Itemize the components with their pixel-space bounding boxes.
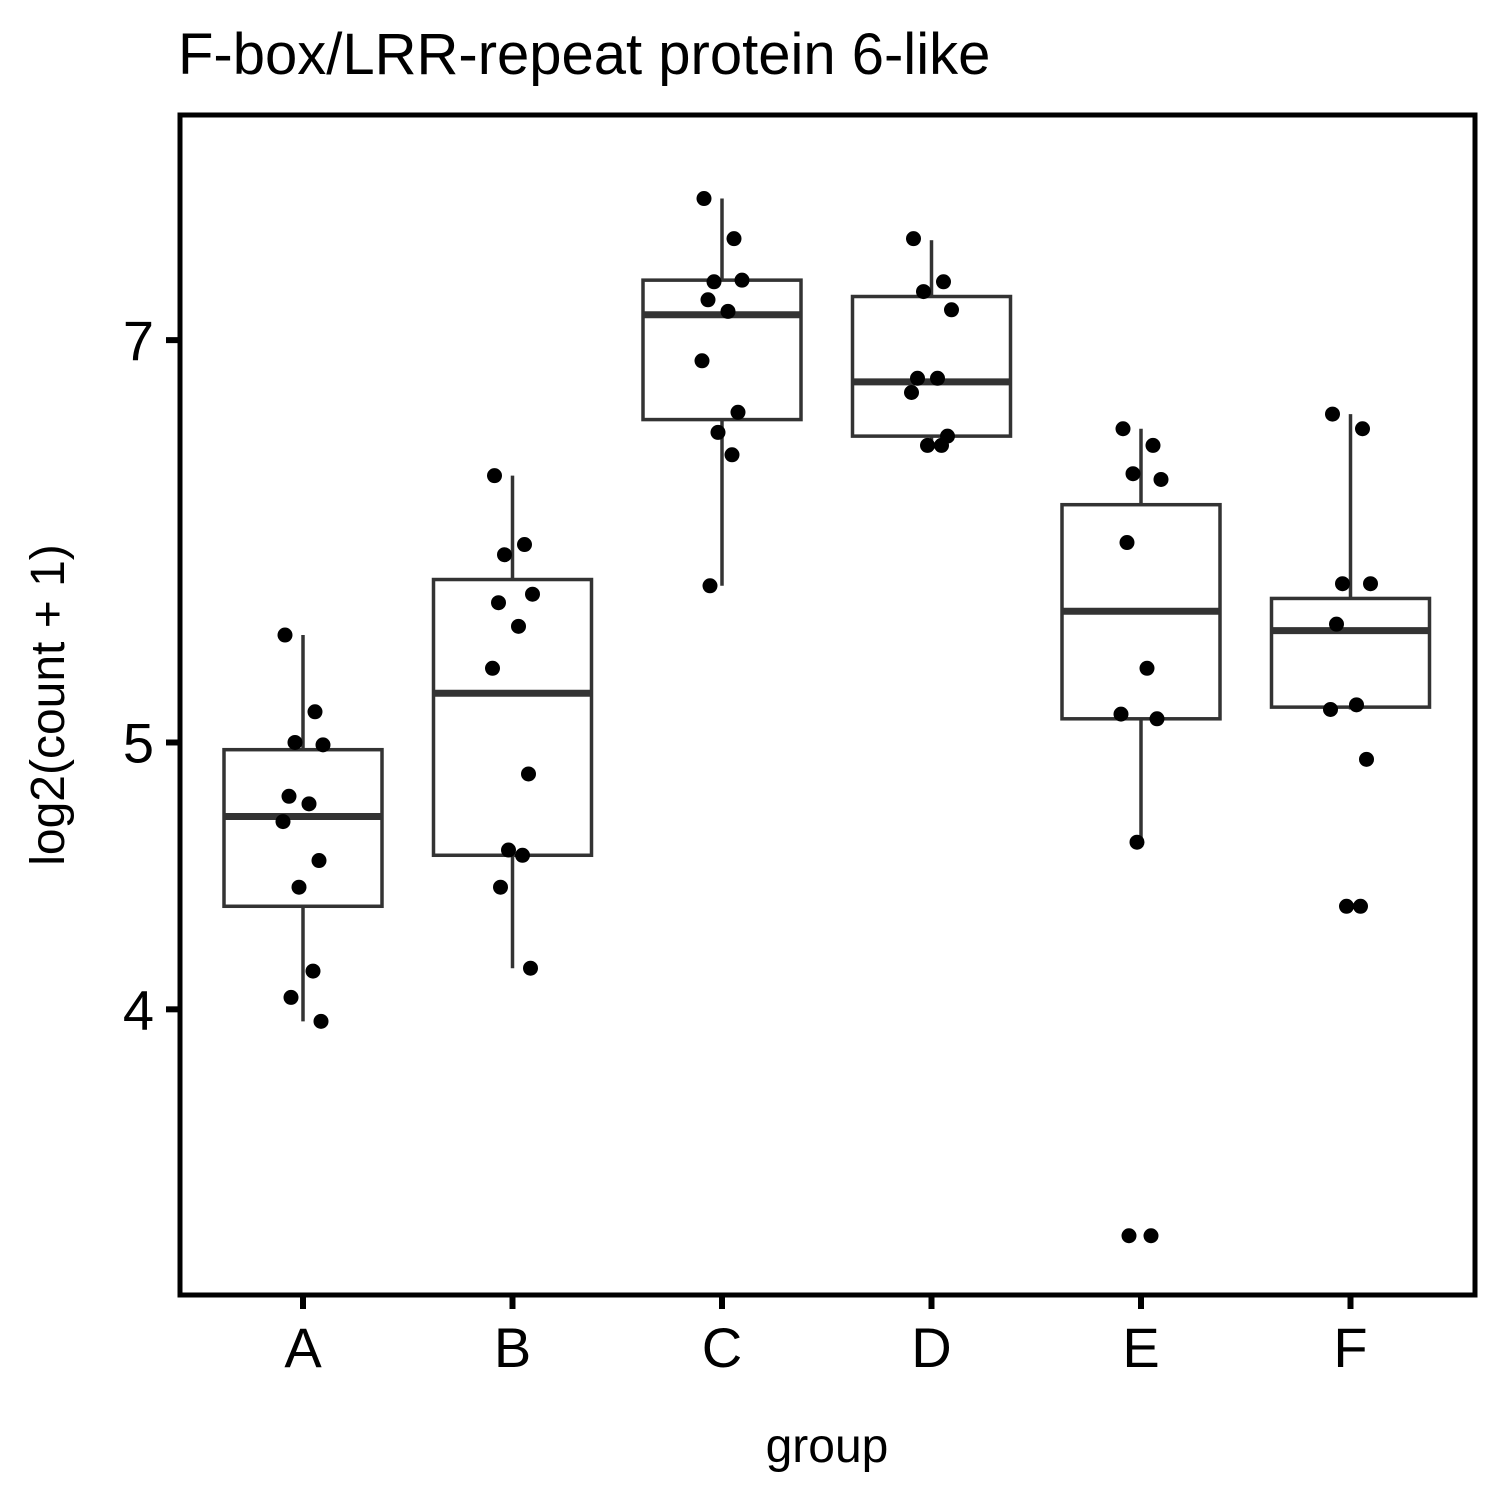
data-point xyxy=(287,734,303,750)
data-point xyxy=(1355,421,1370,437)
x-tick-label: D xyxy=(911,1316,951,1379)
data-point xyxy=(1119,535,1135,551)
points-E xyxy=(1113,421,1169,1244)
data-point xyxy=(1143,1228,1159,1244)
data-point xyxy=(1139,660,1155,676)
data-point xyxy=(1145,437,1161,453)
y-tick-label: 5 xyxy=(123,711,154,774)
data-point xyxy=(1129,834,1145,850)
iqr-box xyxy=(1269,596,1432,709)
plot-area xyxy=(222,191,1432,1244)
data-point xyxy=(934,437,949,453)
data-point xyxy=(936,274,951,290)
data-point xyxy=(724,447,740,463)
data-point xyxy=(493,879,508,895)
points-B xyxy=(485,468,540,976)
data-point xyxy=(706,274,722,290)
data-point xyxy=(910,370,925,386)
data-point xyxy=(291,879,307,895)
data-point xyxy=(1325,406,1340,422)
data-point xyxy=(515,847,530,863)
x-axis-title: group xyxy=(766,1420,889,1473)
x-tick-label: E xyxy=(1122,1316,1159,1379)
data-point xyxy=(487,468,502,484)
data-point xyxy=(517,537,532,553)
data-point xyxy=(1115,421,1131,437)
data-point xyxy=(281,788,297,804)
data-point xyxy=(1113,706,1129,722)
data-point xyxy=(734,272,750,288)
y-axis-title: log2(count + 1) xyxy=(22,544,75,866)
box-A xyxy=(222,635,384,1022)
data-point xyxy=(700,292,716,308)
box-D xyxy=(850,240,1013,446)
data-point xyxy=(521,766,536,782)
data-point xyxy=(275,814,291,830)
data-point xyxy=(1349,697,1364,713)
x-tick-label: A xyxy=(284,1316,322,1379)
y-tick-label: 4 xyxy=(123,978,154,1041)
box-C xyxy=(641,198,803,586)
data-point xyxy=(1153,471,1169,487)
data-point xyxy=(501,842,516,858)
data-point xyxy=(305,963,321,979)
data-point xyxy=(1121,1228,1137,1244)
data-point xyxy=(1125,466,1141,482)
y-axis: 4 5 7 xyxy=(123,309,180,1041)
data-point xyxy=(511,618,526,634)
data-point xyxy=(1339,898,1354,914)
data-point xyxy=(726,231,742,247)
data-point xyxy=(525,586,540,602)
box-E xyxy=(1060,428,1222,843)
data-point xyxy=(497,547,512,563)
data-point xyxy=(491,595,506,611)
x-tick-label: C xyxy=(702,1316,742,1379)
data-point xyxy=(720,303,736,319)
data-point xyxy=(702,578,718,594)
iqr-box xyxy=(850,294,1013,438)
x-tick-label: F xyxy=(1333,1316,1367,1379)
data-point xyxy=(696,191,712,207)
data-point xyxy=(315,737,331,753)
data-point xyxy=(307,704,323,720)
box-B xyxy=(431,475,594,969)
data-point xyxy=(694,353,710,369)
data-point xyxy=(920,437,935,453)
data-point xyxy=(1335,576,1350,592)
data-point xyxy=(904,385,919,401)
x-axis: A B C D E F xyxy=(284,1295,1368,1379)
data-point xyxy=(523,960,538,976)
points-A xyxy=(275,627,331,1029)
points-D xyxy=(904,231,959,453)
data-point xyxy=(283,989,299,1005)
x-tick-label: B xyxy=(494,1316,531,1379)
data-point xyxy=(730,404,746,420)
data-point xyxy=(944,302,959,318)
data-point xyxy=(1149,711,1165,727)
data-point xyxy=(1323,701,1338,717)
data-point xyxy=(311,853,327,869)
points-F xyxy=(1323,406,1378,914)
chart-title: F-box/LRR-repeat protein 6-like xyxy=(178,22,990,87)
iqr-box xyxy=(222,747,384,909)
points-C xyxy=(694,191,750,594)
data-point xyxy=(1353,898,1368,914)
data-point xyxy=(485,660,500,676)
data-point xyxy=(1363,576,1378,592)
iqr-box xyxy=(641,278,803,422)
iqr-box xyxy=(431,577,594,858)
data-point xyxy=(277,627,293,643)
panel-border xyxy=(177,112,1478,1298)
box-F xyxy=(1269,414,1432,710)
data-point xyxy=(916,284,931,300)
data-point xyxy=(1329,616,1344,632)
data-point xyxy=(1359,751,1374,767)
y-tick-label: 7 xyxy=(123,309,154,372)
data-point xyxy=(906,231,921,247)
data-point xyxy=(930,370,945,386)
data-point xyxy=(313,1013,329,1029)
data-point xyxy=(710,424,726,440)
data-point xyxy=(301,796,317,812)
